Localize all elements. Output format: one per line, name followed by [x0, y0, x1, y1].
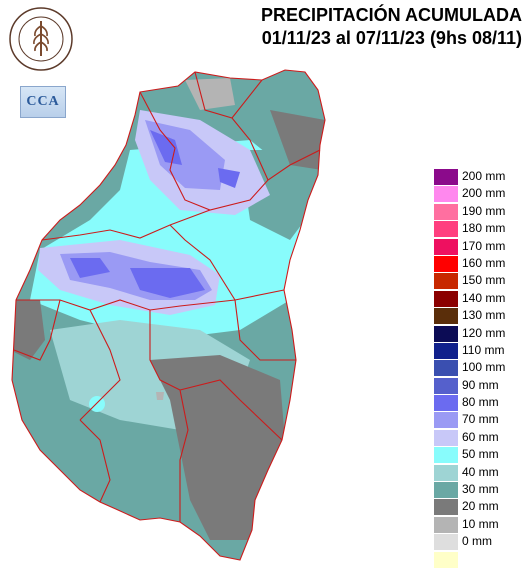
legend-item: 30 mm — [434, 481, 526, 499]
legend-item: 100 mm — [434, 359, 526, 377]
legend-swatch — [434, 273, 458, 290]
legend-item: 110 mm — [434, 342, 526, 359]
legend-label: 100 mm — [462, 360, 506, 375]
legend-swatch — [434, 534, 458, 551]
legend-item: 140 mm — [434, 290, 526, 307]
legend-label: 170 mm — [462, 238, 506, 253]
legend-label: 50 mm — [462, 447, 499, 462]
legend-item: 80 mm — [434, 394, 526, 412]
legend-item: 90 mm — [434, 377, 526, 394]
legend-label: 160 mm — [462, 255, 506, 270]
color-legend: 200 mm 200 mm 190 mm 180 mm 170 mm 160 mm 150 … — [434, 168, 526, 568]
legend-label: 130 mm — [462, 308, 506, 323]
legend-label: 150 mm — [462, 273, 506, 288]
legend-swatch — [434, 308, 458, 325]
legend-swatch — [434, 360, 458, 377]
legend-item: 70 mm — [434, 411, 526, 429]
legend-swatch — [434, 221, 458, 238]
legend-label: 110 mm — [462, 342, 505, 357]
legend-label: 190 mm — [462, 203, 506, 218]
legend-item: 50 mm — [434, 446, 526, 464]
legend-swatch — [434, 516, 458, 533]
legend-item: 200 mm — [434, 185, 526, 203]
legend-item: 120 mm — [434, 325, 526, 342]
legend-item — [434, 551, 526, 568]
rain-field — [12, 70, 325, 560]
legend-swatch — [434, 203, 458, 220]
legend-swatch — [434, 551, 458, 568]
legend-item: 190 mm — [434, 203, 526, 220]
title-line-1: PRECIPITACIÓN ACUMULADA — [261, 5, 522, 25]
legend-item: 40 mm — [434, 464, 526, 481]
legend-item: 20 mm — [434, 498, 526, 516]
legend-swatch — [434, 255, 458, 272]
legend-item: 160 mm — [434, 255, 526, 272]
legend-label: 80 mm — [462, 395, 499, 410]
legend-swatch — [434, 377, 458, 394]
legend-item: 200 mm — [434, 168, 526, 185]
legend-label: 30 mm — [462, 482, 499, 497]
legend-label: 200 mm — [462, 186, 506, 201]
legend-item: 180 mm — [434, 220, 526, 238]
legend-label: 140 mm — [462, 290, 506, 305]
legend-label: 60 mm — [462, 429, 499, 444]
legend-label: 10 mm — [462, 516, 499, 531]
legend-swatch — [434, 447, 458, 464]
legend-label: 90 mm — [462, 377, 499, 392]
legend-swatch — [434, 186, 458, 203]
legend-label: 200 mm — [462, 169, 506, 183]
legend-swatch — [434, 412, 458, 429]
cca-logo: CCA — [20, 86, 66, 118]
legend-swatch — [434, 482, 458, 499]
legend-label: 70 mm — [462, 412, 499, 427]
legend-swatch — [434, 499, 458, 516]
legend-swatch — [434, 342, 458, 359]
legend-label: 20 mm — [462, 499, 499, 514]
legend-swatch — [434, 290, 458, 307]
legend-label: 40 mm — [462, 464, 499, 479]
legend-item: 130 mm — [434, 307, 526, 325]
legend-swatch — [434, 238, 458, 255]
legend-label: 0 mm — [462, 534, 492, 549]
legend-swatch — [434, 325, 458, 342]
map-title: PRECIPITACIÓN ACUMULADA 01/11/23 al 07/1… — [261, 4, 522, 50]
title-line-2: 01/11/23 al 07/11/23 (9hs 08/11) — [261, 28, 522, 48]
legend-item: 0 mm — [434, 533, 526, 551]
legend-swatch — [434, 429, 458, 446]
department-borders — [11, 69, 326, 561]
legend-item: 10 mm — [434, 516, 526, 533]
legend-swatch — [434, 169, 458, 185]
legend-label: 120 mm — [462, 325, 506, 340]
legend-swatch — [434, 395, 458, 412]
legend-swatch — [434, 464, 458, 481]
legend-item: 170 mm — [434, 238, 526, 255]
legend-label: 180 mm — [462, 221, 506, 236]
legend-item: 60 mm — [434, 429, 526, 446]
bolsa-cereales-logo — [9, 7, 73, 71]
legend-item: 150 mm — [434, 272, 526, 290]
